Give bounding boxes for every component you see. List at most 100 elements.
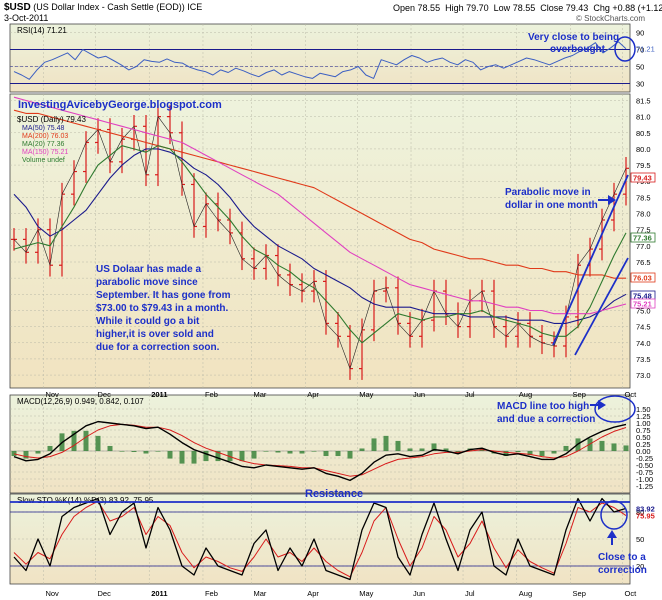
blog-label: InvestingAvicebyGeorge.blogspot.com — [18, 99, 222, 111]
macd-histogram-bar — [240, 451, 245, 461]
price-tick-label: 74.0 — [636, 339, 651, 348]
sto-title: Slow STO %K(14) %D(3) 83.92, 75.95 — [17, 496, 154, 505]
macd-histogram-bar — [24, 451, 29, 459]
sto-tick-label: 50 — [636, 535, 644, 544]
price-month-label: Jul — [465, 390, 475, 399]
macd-histogram-bar — [96, 436, 101, 451]
sto-note-line1: Close to a — [598, 552, 646, 563]
price-month-label: 2011 — [151, 390, 167, 399]
price-tick-label: 80.0 — [636, 145, 651, 154]
bottom-month-label: Feb — [205, 589, 218, 598]
ma150-legend: MA(150) 75.21 — [22, 149, 68, 156]
macd-histogram-bar — [312, 451, 317, 452]
price-side-tag: 77.36 — [631, 233, 655, 243]
price-tick-label: 73.5 — [636, 355, 651, 364]
rsi-tick-label: 90 — [636, 29, 644, 38]
macd-histogram-bar — [48, 446, 53, 451]
rsi-note-line2: overbought — [550, 44, 606, 55]
price-tick-label: 74.5 — [636, 323, 651, 332]
comment-line-6: higher,it is over sold and — [96, 329, 214, 340]
macd-histogram-bar — [384, 436, 389, 451]
macd-histogram-bar — [288, 451, 293, 454]
macd-histogram-bar — [540, 451, 545, 456]
macd-note-line1: MACD line too high — [497, 401, 589, 412]
price-tick-label: 76.5 — [636, 258, 651, 267]
macd-histogram-bar — [336, 451, 341, 456]
macd-histogram-bar — [120, 451, 125, 452]
macd-histogram-bar — [108, 446, 113, 451]
bottom-month-label: Aug — [519, 589, 532, 598]
macd-histogram-bar — [12, 451, 17, 456]
comment-line-5: While it could go a bit — [96, 316, 200, 327]
price-side-tag-text: 75.21 — [633, 300, 652, 309]
ma20-legend: MA(20) 77.36 — [22, 141, 65, 148]
bottom-month-label: Nov — [45, 589, 59, 598]
bottom-month-label: Apr — [307, 589, 319, 598]
macd-histogram-bar — [408, 448, 413, 451]
resistance-label: Resistance — [305, 488, 363, 500]
macd-histogram-bar — [516, 451, 521, 452]
comment-line-2: parabolic move since — [96, 277, 198, 288]
macd-histogram-bar — [348, 451, 353, 459]
macd-histogram-bar — [624, 445, 629, 451]
price-side-tag: 76.03 — [631, 273, 655, 283]
price-side-tag-text: 79.43 — [633, 174, 652, 183]
price-month-label: Sep — [573, 390, 586, 399]
macd-histogram-bar — [168, 451, 173, 459]
macd-histogram-bar — [252, 451, 257, 459]
price-tick-label: 78.0 — [636, 210, 651, 219]
comment-line-4: $73.00 to $79.43 in a month. — [96, 303, 228, 314]
price-month-label: May — [359, 390, 373, 399]
price-side-tag: 79.43 — [631, 173, 655, 183]
rsi-title: RSI(14) 71.21 — [17, 26, 67, 35]
rsi-tick-label: 30 — [636, 80, 644, 89]
bottom-month-label: 2011 — [151, 589, 167, 598]
macd-histogram-bar — [144, 451, 149, 454]
macd-histogram-bar — [360, 448, 365, 451]
price-month-label: Mar — [254, 390, 267, 399]
price-month-label: Aug — [519, 390, 532, 399]
parabolic-note-line2: dollar in one month — [505, 200, 598, 211]
macd-histogram-bar — [192, 451, 197, 464]
price-side-tag-text: 76.03 — [633, 274, 652, 283]
price-month-label: Apr — [307, 390, 319, 399]
bottom-month-label: Oct — [625, 589, 638, 598]
comment-line-7: due for a correction soon. — [96, 342, 220, 353]
price-tick-label: 79.5 — [636, 161, 651, 170]
comment-line-3: September. It has gone from — [96, 290, 231, 301]
macd-histogram-bar — [300, 451, 305, 454]
macd-histogram-bar — [600, 441, 605, 451]
macd-histogram-bar — [156, 451, 161, 452]
macd-histogram-bar — [396, 441, 401, 451]
volume-legend: Volume undef — [22, 157, 65, 164]
sto-side-label: 75.95 — [636, 512, 655, 521]
price-tick-label: 78.5 — [636, 193, 651, 202]
bottom-month-label: Dec — [97, 589, 111, 598]
price-title: $USD (Daily) 79.43 — [17, 115, 86, 124]
ma50-legend: MA(50) 75.48 — [22, 125, 65, 132]
sto-note-line2: correction — [598, 565, 647, 576]
macd-histogram-bar — [372, 438, 377, 451]
price-tick-label: 81.5 — [636, 96, 651, 105]
macd-tick-label: -1.25 — [636, 482, 653, 491]
macd-histogram-bar — [276, 451, 281, 453]
price-tick-label: 77.0 — [636, 242, 651, 251]
comment-line-1: US Dolaar has made a — [96, 264, 201, 275]
price-side-tag: 75.21 — [631, 299, 655, 309]
macd-histogram-bar — [552, 451, 557, 454]
macd-title: MACD(12,26,9) 0.949, 0.842, 0.107 — [17, 397, 144, 406]
macd-histogram-bar — [324, 451, 329, 456]
rsi-last-value: 71.21 — [636, 44, 655, 53]
macd-histogram-bar — [612, 443, 617, 451]
macd-histogram-bar — [564, 446, 569, 451]
rsi-tick-label: 50 — [636, 63, 644, 72]
price-month-label: Jun — [413, 390, 425, 399]
bottom-month-label: Jul — [465, 589, 475, 598]
rsi-note-line1: Very close to being — [528, 32, 619, 43]
macd-histogram-bar — [264, 451, 269, 452]
bottom-month-label: Sep — [573, 589, 586, 598]
ma200-legend: MA(200) 76.03 — [22, 133, 68, 140]
price-month-label: Feb — [205, 390, 218, 399]
